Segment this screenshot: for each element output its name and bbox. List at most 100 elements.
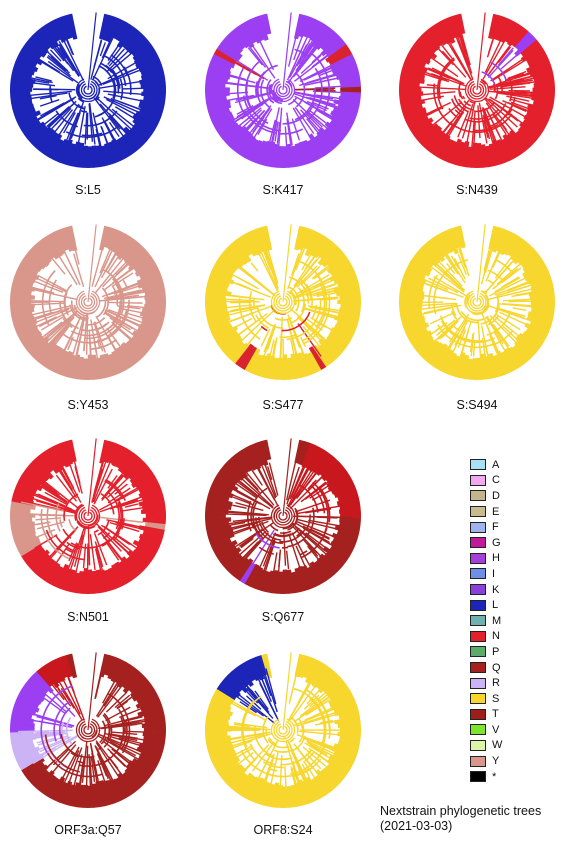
tree-tip-segment	[144, 522, 166, 531]
tree-tip-segment	[529, 293, 555, 301]
tree-tip-segment	[533, 81, 555, 88]
tree-tip-segment	[227, 671, 249, 694]
tree-branch	[234, 92, 273, 104]
tree-branch	[121, 308, 142, 314]
tree-internal-arc	[70, 538, 111, 549]
tree-tip-segment	[326, 334, 347, 353]
tree-tip-segment	[261, 439, 272, 461]
tree-internal-arc	[312, 481, 329, 534]
tree-internal-arc	[104, 480, 124, 500]
tree-internal-arc	[487, 314, 500, 326]
tree-branch	[39, 312, 78, 350]
tree-tip-segment	[24, 547, 46, 566]
tree-root-ring	[273, 506, 293, 526]
tree-internal-arc	[494, 83, 499, 100]
tree-tip-segment	[15, 750, 40, 766]
tree-root-ring	[80, 83, 96, 98]
tree-tip-segment	[339, 735, 361, 745]
tree-branch	[309, 477, 340, 499]
tree-branch	[316, 291, 340, 298]
tree-branch	[285, 459, 297, 501]
tree-tip-segment	[137, 756, 158, 771]
tree-tip-segment	[55, 656, 69, 679]
tree-tip-segment	[50, 230, 66, 255]
tree-tip-segment	[28, 461, 50, 482]
tree-branch	[311, 485, 339, 501]
tree-tip-segment	[138, 495, 165, 507]
tree-branch	[497, 72, 532, 85]
tree-tip-segment	[261, 653, 273, 679]
tree-tip-segment	[329, 119, 350, 136]
tree-branch	[246, 476, 259, 491]
tree-branch	[504, 73, 525, 82]
tree-tip-segment	[319, 553, 340, 575]
tree-branch	[257, 237, 272, 271]
tree-branch	[291, 253, 300, 276]
tree-branch	[283, 531, 287, 566]
tree-branch	[70, 315, 85, 362]
tree-internal-arc	[296, 530, 303, 537]
tree-tip-segment	[417, 247, 439, 267]
tree-branch	[97, 753, 109, 780]
tree-internal-arc	[433, 259, 469, 315]
tree-tip-segment	[142, 517, 166, 525]
tree-tip-segment	[255, 440, 269, 467]
tree-branch	[95, 742, 125, 786]
tree-branch	[302, 525, 330, 540]
tree-tip-segment	[99, 225, 111, 251]
tree-tip-segment	[28, 247, 50, 268]
tree-internal-arc	[506, 108, 513, 116]
tree-branch	[234, 62, 252, 73]
tree-tip-segment	[303, 16, 316, 38]
tree-internal-arc	[94, 108, 109, 118]
tree-tip-segment	[239, 775, 257, 798]
tree-tip-segment	[302, 565, 317, 589]
legend-item: K	[470, 582, 502, 598]
tree-internal-arc	[503, 102, 514, 118]
tree-tip-segment	[210, 323, 233, 338]
tree-branch	[73, 525, 87, 581]
tree-branch	[213, 91, 249, 96]
tree-tip-segment	[317, 243, 340, 266]
tree-tip-segment	[207, 103, 232, 115]
tree-branch	[307, 545, 328, 571]
tree-tip-segment	[210, 538, 232, 552]
tree-branch	[214, 521, 246, 529]
tree-branch	[46, 109, 74, 143]
tree-branch	[106, 309, 149, 330]
tree-branch	[23, 78, 50, 84]
tree-tip-segment	[434, 21, 451, 45]
tree-tip-segment	[132, 113, 158, 131]
tree-branch	[106, 519, 150, 530]
tree-tip-segment	[65, 143, 76, 167]
tree-internal-arc	[241, 700, 256, 762]
tree-branch	[40, 102, 65, 117]
legend-label: E	[492, 505, 500, 518]
tree-tip-segment	[107, 228, 121, 251]
legend-swatch	[470, 552, 486, 564]
tree-tip-segment	[12, 315, 35, 327]
tree-tip-segment	[260, 781, 272, 807]
tree-internal-arc	[464, 102, 507, 123]
tree-internal-arc	[309, 697, 326, 748]
legend-swatch	[470, 739, 486, 751]
tree-branch	[295, 468, 320, 500]
tree-root-ring	[78, 506, 98, 526]
tree-branch	[215, 304, 252, 310]
tree-branch	[245, 41, 267, 68]
tree-tip-segment	[128, 461, 148, 480]
tree-branch	[496, 92, 535, 100]
tree-internal-arc	[99, 62, 113, 74]
tree-tip-segment	[129, 679, 152, 698]
tree-tip-segment	[39, 559, 58, 581]
tree-internal-arc	[449, 331, 495, 343]
legend-swatch	[470, 459, 486, 471]
tree-branch	[487, 286, 543, 301]
tree-branch	[485, 251, 500, 282]
tree-branch	[274, 121, 279, 142]
tree-branch	[460, 35, 468, 55]
tree-tip-segment	[205, 303, 228, 311]
tree-branch	[470, 332, 475, 357]
tree-tip-segment	[142, 530, 164, 542]
tree-tip-segment	[239, 135, 256, 158]
